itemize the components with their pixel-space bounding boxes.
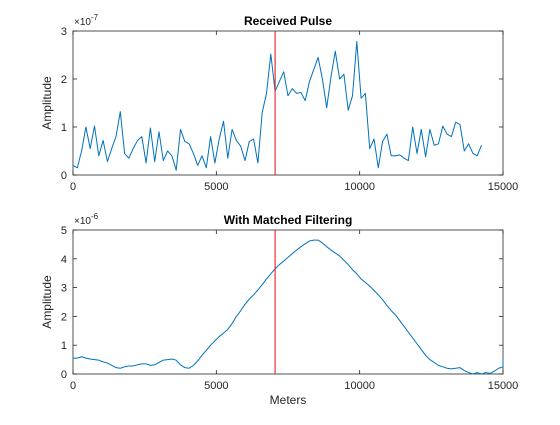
exponent-power: -7 xyxy=(91,13,99,22)
x-tick-label: 10000 xyxy=(344,380,375,392)
y-tick-label: 0 xyxy=(61,369,67,381)
y-tick-label: 3 xyxy=(61,283,67,295)
plot-box xyxy=(72,229,504,375)
y-tick-label: 1 xyxy=(61,122,67,134)
x-axis-label: Meters xyxy=(270,393,307,407)
y-tick-label: 2 xyxy=(61,74,67,86)
chart-title: Received Pulse xyxy=(244,14,332,28)
series-line xyxy=(72,41,482,171)
exponent-label: ×10-6 xyxy=(74,212,99,227)
series-line xyxy=(73,239,504,375)
exponent-label: ×10-7 xyxy=(74,13,99,28)
x-tick-label: 5000 xyxy=(204,181,228,193)
y-tick-label: 5 xyxy=(61,225,67,237)
x-tick-label: 0 xyxy=(70,380,76,392)
x-tick-label: 5000 xyxy=(204,380,228,392)
exponent-base: ×10 xyxy=(74,216,91,227)
y-tick-label: 0 xyxy=(61,170,67,182)
x-tick-label: 0 xyxy=(70,181,76,193)
y-axis-label: Amplitude xyxy=(40,76,54,130)
x-tick-label: 15000 xyxy=(488,380,519,392)
chart-title: With Matched Filtering xyxy=(224,213,353,227)
plot-box xyxy=(72,30,504,176)
y-tick-label: 1 xyxy=(61,340,67,352)
y-axis-label: Amplitude xyxy=(40,275,54,329)
exponent-power: -6 xyxy=(91,212,99,221)
x-tick-label: 10000 xyxy=(344,181,375,193)
x-tick-label: 15000 xyxy=(488,181,519,193)
y-tick-label: 3 xyxy=(61,26,67,38)
exponent-base: ×10 xyxy=(74,17,91,28)
y-tick-label: 4 xyxy=(61,254,67,266)
axes-matched-filtering: 0 5000 10000 15000 0 1 2 3 4 5 With Matched Filter… xyxy=(40,212,518,407)
y-tick-label: 2 xyxy=(61,311,67,323)
axes-received-pulse: 0 5000 10000 15000 0 1 2 3 Received Pulse ×10-7 Am… xyxy=(40,13,518,193)
